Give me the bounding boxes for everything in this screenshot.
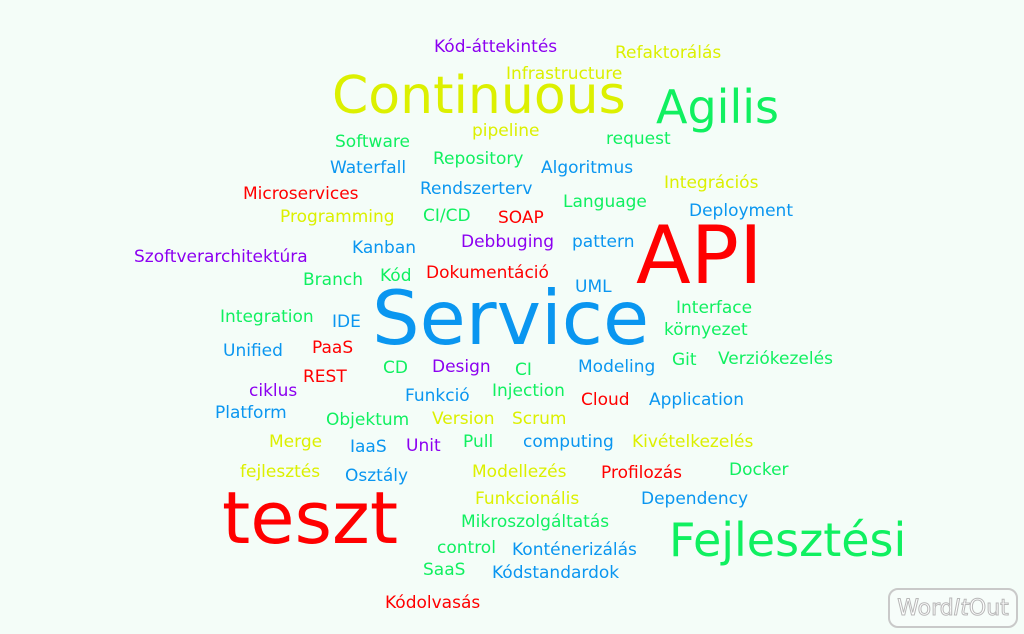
word: Profilozás [601,463,682,483]
word: IaaS [350,437,387,457]
word: Continuous [332,66,626,126]
word: Microservices [243,184,359,204]
word: Verziókezelés [718,349,833,369]
word: Agilis [656,80,779,134]
word: Kód [380,266,412,286]
word: Application [649,390,744,410]
word: Kód-áttekintés [434,37,558,57]
word: Debbuging [461,232,554,252]
word: Programming [280,207,395,227]
word: Integrációs [664,173,759,193]
logo-text-word: Word [897,595,955,621]
word: Injection [492,381,565,401]
word: Dependency [641,489,749,509]
word: Docker [729,460,789,480]
word: ciklus [249,381,298,401]
word: Mikroszolgáltatás [461,512,610,532]
word: Repository [433,149,524,169]
word: Szoftverarchitektúra [134,247,308,267]
word: Osztály [345,466,409,486]
word: Unified [223,341,283,361]
word: CD [383,358,408,378]
word: CI [515,360,532,380]
word: Rendszerterv [420,179,533,199]
word: Modeling [578,357,656,377]
word: Infrastructure [506,64,623,84]
word: CI/CD [423,206,471,226]
word: Modellezés [472,462,567,482]
word: Kódolvasás [385,593,481,613]
word: Objektum [326,410,410,430]
word: Scrum [512,409,567,429]
word: Funkcionális [475,489,580,509]
word: Unit [406,436,441,456]
word: Language [563,192,647,212]
word: Refaktorálás [615,43,722,63]
word: Konténerizálás [512,540,637,560]
word: Kivételkezelés [632,432,754,452]
logo-text-it: It [953,595,969,621]
word: Branch [303,270,363,290]
word: Integration [220,307,314,327]
word: teszt [222,476,399,560]
word: Algoritmus [541,158,634,178]
word: Version [432,409,495,429]
word: Pull [463,432,494,452]
word: request [606,129,671,149]
word: Kódstandardok [492,563,620,583]
logo-text-out: Out [968,595,1009,621]
word: pattern [572,232,635,252]
word: Software [335,132,410,152]
word: Git [672,350,697,370]
word: Deployment [689,201,793,221]
word: control [437,538,496,558]
word: IDE [332,312,361,332]
word: Waterfall [330,158,407,178]
word: Interface [676,298,753,318]
word: fejlesztés [240,462,321,482]
word: Cloud [581,390,630,410]
word: Platform [215,403,287,423]
word: API [636,209,763,302]
word: REST [303,367,347,387]
word: SOAP [498,208,544,228]
word: környezet [664,320,748,340]
word: pipeline [472,121,540,141]
word: Kanban [352,238,417,258]
word: UML [575,277,612,297]
word: PaaS [312,338,354,358]
word: Funkció [405,386,470,406]
word: Fejlesztési [669,513,907,567]
wordle-logo[interactable]: Word It Out [888,588,1018,628]
word: Dokumentáció [426,263,549,283]
word: Merge [269,432,323,452]
word: SaaS [423,560,466,580]
word: computing [523,432,614,452]
word: Design [432,357,491,377]
word: Service [372,274,650,362]
